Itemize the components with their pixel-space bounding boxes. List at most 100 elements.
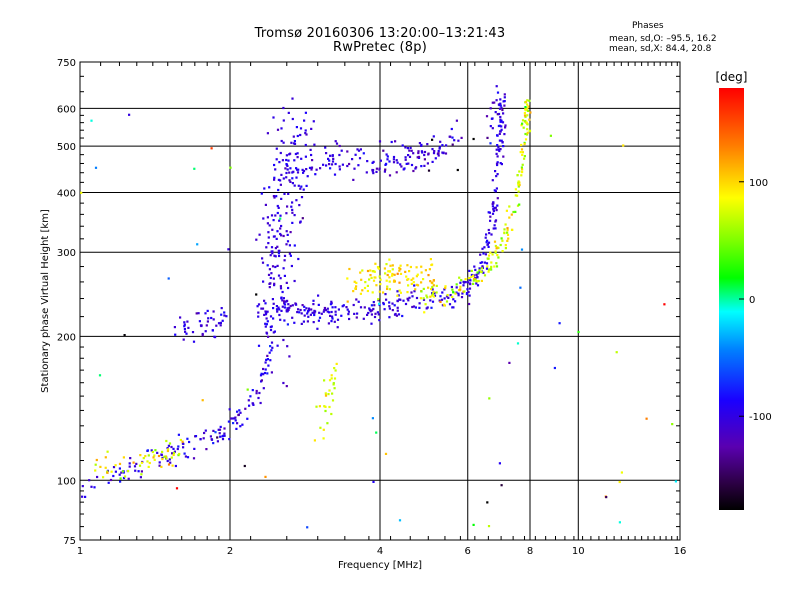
echo-point bbox=[179, 438, 182, 442]
echo-point bbox=[229, 166, 232, 169]
echo-point bbox=[183, 328, 186, 331]
echo-point bbox=[297, 308, 300, 311]
echo-point bbox=[140, 470, 143, 473]
echo-point bbox=[228, 408, 231, 411]
echo-point bbox=[341, 163, 344, 166]
echo-point bbox=[437, 154, 440, 157]
echo-point bbox=[217, 322, 221, 325]
echo-point bbox=[269, 359, 272, 362]
echo-point bbox=[300, 312, 303, 315]
echo-point bbox=[280, 296, 283, 299]
echo-point bbox=[291, 117, 294, 121]
echo-point bbox=[286, 168, 289, 171]
echo-point bbox=[373, 270, 376, 273]
echo-point bbox=[605, 496, 608, 499]
echo-point bbox=[168, 442, 172, 445]
echo-point bbox=[296, 311, 299, 314]
echo-point bbox=[367, 311, 370, 315]
echo-point bbox=[96, 475, 99, 479]
echo-point bbox=[421, 151, 424, 154]
echo-point bbox=[275, 147, 278, 150]
echo-point bbox=[498, 149, 501, 153]
echo-point bbox=[500, 163, 503, 166]
echo-point bbox=[427, 169, 431, 172]
echo-point bbox=[521, 168, 524, 171]
echo-point bbox=[495, 85, 498, 88]
echo-point bbox=[354, 287, 357, 290]
echo-point bbox=[327, 157, 330, 160]
echo-point bbox=[207, 317, 210, 320]
echo-point bbox=[388, 288, 391, 291]
echo-point bbox=[330, 163, 334, 166]
echo-point bbox=[277, 178, 280, 181]
y-tick-label: 75 bbox=[63, 536, 76, 547]
echo-point bbox=[280, 309, 283, 312]
echo-point bbox=[438, 147, 441, 150]
echo-point bbox=[466, 292, 469, 295]
echo-point bbox=[357, 149, 361, 152]
echo-point bbox=[464, 278, 467, 281]
echo-point bbox=[360, 278, 363, 281]
echo-point bbox=[422, 278, 425, 281]
echo-point bbox=[497, 124, 500, 128]
echo-point bbox=[334, 310, 337, 313]
echo-point bbox=[264, 475, 267, 478]
echo-point bbox=[496, 161, 499, 164]
echo-point bbox=[295, 176, 298, 179]
echo-point bbox=[495, 162, 499, 165]
echo-point bbox=[146, 460, 149, 463]
echo-point bbox=[520, 124, 523, 127]
echo-point bbox=[375, 431, 378, 434]
x-tick-label: 8 bbox=[527, 546, 533, 557]
echo-point bbox=[289, 231, 292, 234]
echo-point bbox=[285, 171, 288, 175]
echo-point bbox=[219, 324, 222, 327]
echo-point bbox=[504, 244, 507, 247]
echo-point bbox=[186, 437, 189, 440]
echo-point bbox=[371, 161, 374, 164]
echo-point bbox=[391, 268, 394, 271]
echo-point bbox=[323, 306, 326, 310]
echo-point bbox=[153, 454, 156, 457]
echo-point bbox=[498, 139, 501, 142]
echo-point bbox=[528, 99, 531, 102]
echo-point bbox=[275, 195, 278, 198]
echo-point bbox=[476, 271, 479, 274]
echo-point bbox=[277, 306, 280, 309]
echo-point bbox=[366, 284, 369, 287]
echo-point bbox=[526, 99, 529, 102]
echo-point bbox=[255, 293, 258, 296]
echo-point bbox=[223, 432, 226, 435]
echo-point bbox=[503, 228, 506, 231]
echo-point bbox=[491, 179, 494, 182]
echo-point bbox=[498, 462, 501, 465]
echo-point bbox=[388, 258, 391, 261]
echo-point bbox=[462, 284, 465, 287]
echo-point bbox=[331, 399, 335, 402]
echo-point bbox=[212, 442, 215, 445]
echo-point bbox=[482, 252, 485, 255]
echo-point bbox=[286, 323, 289, 326]
echo-point bbox=[409, 146, 412, 149]
echo-point bbox=[503, 133, 506, 136]
echo-point bbox=[191, 331, 195, 334]
echo-point bbox=[448, 303, 452, 306]
echo-point bbox=[318, 405, 321, 408]
echo-point bbox=[288, 306, 291, 309]
echo-point bbox=[496, 254, 499, 257]
echo-point bbox=[386, 158, 389, 161]
echo-point bbox=[303, 314, 306, 317]
stats-o-mode: mean, sd,O: –95.5, 16.2 bbox=[609, 34, 717, 44]
echo-point bbox=[520, 143, 523, 147]
echo-point bbox=[431, 138, 434, 141]
echo-point bbox=[401, 314, 404, 318]
echo-point bbox=[369, 269, 372, 272]
echo-point bbox=[322, 428, 325, 431]
echo-point bbox=[330, 300, 333, 303]
echo-point bbox=[106, 471, 109, 474]
echo-point bbox=[417, 155, 421, 158]
echo-point bbox=[324, 146, 327, 149]
echo-point bbox=[294, 302, 297, 305]
echo-point bbox=[468, 294, 471, 297]
echo-point bbox=[496, 163, 499, 167]
